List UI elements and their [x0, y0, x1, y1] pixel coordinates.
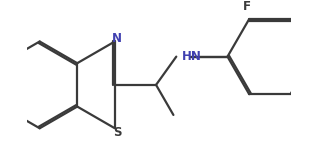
Text: F: F	[243, 0, 251, 13]
Text: S: S	[113, 126, 121, 139]
Text: HN: HN	[182, 50, 202, 63]
Text: N: N	[112, 32, 122, 45]
